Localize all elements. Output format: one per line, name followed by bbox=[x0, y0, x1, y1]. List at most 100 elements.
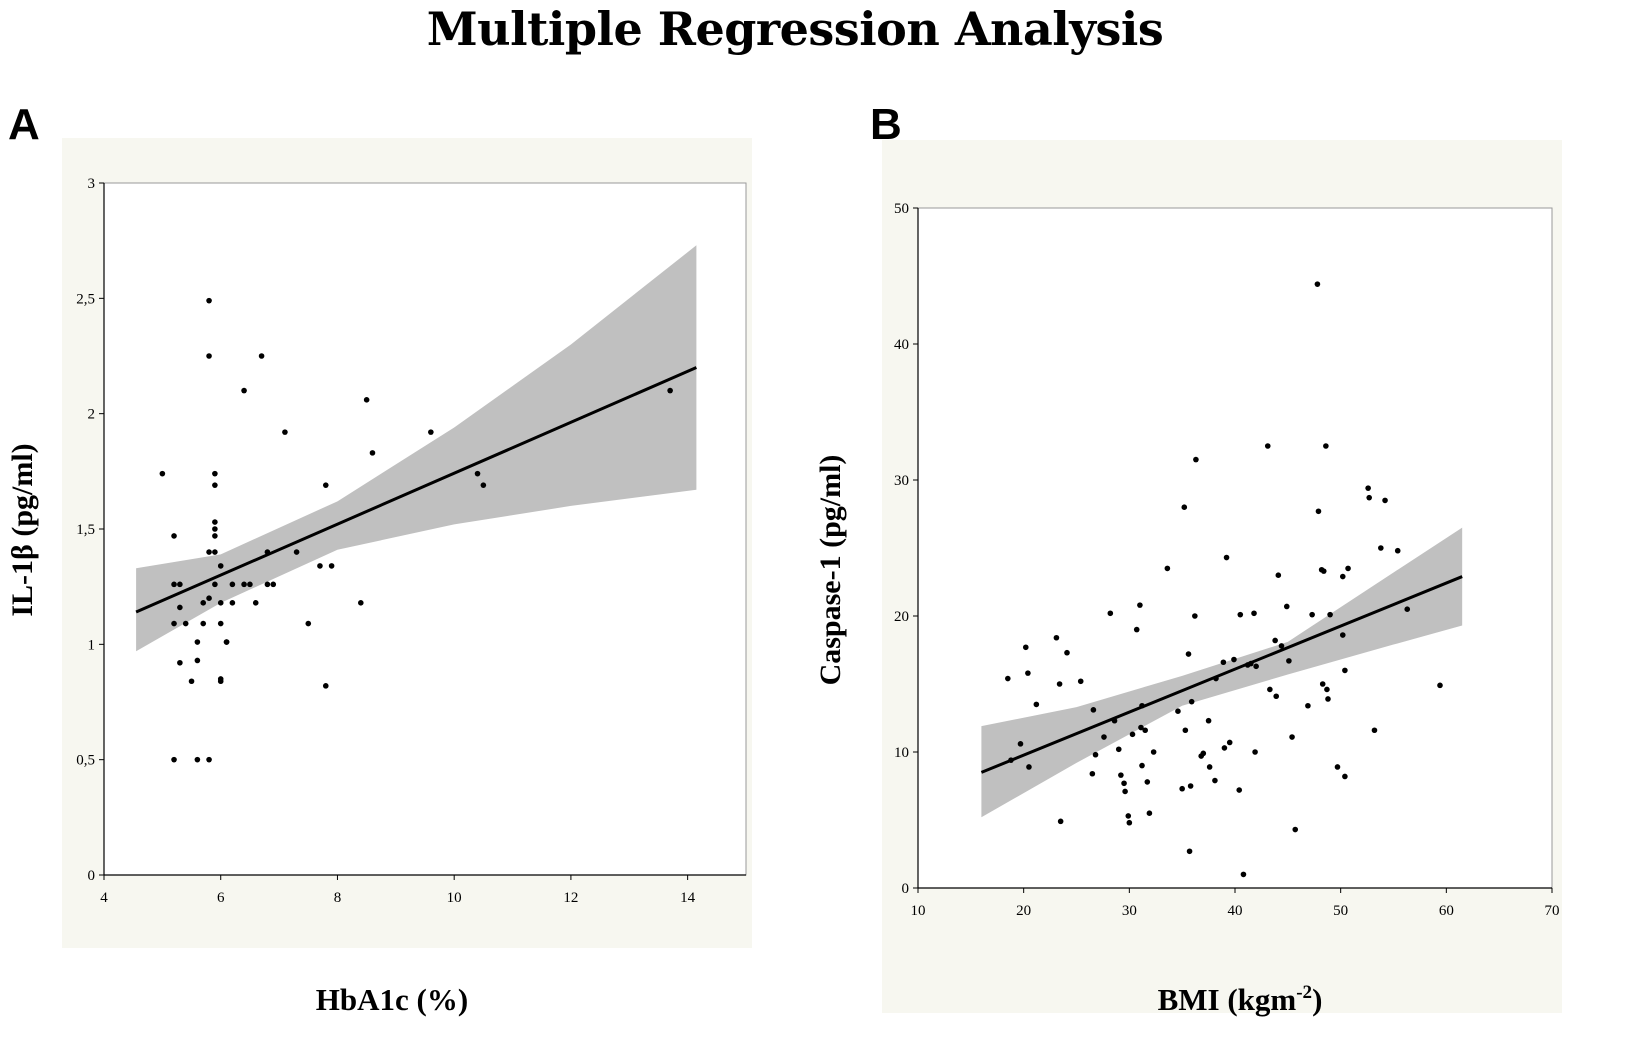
data-point bbox=[1231, 656, 1237, 663]
chart-panel-a: 0 0,5 1 1,5 2 2,5 3 4 6 8 10 12 14 HbA1c (%) IL-1β (pg… bbox=[6, 138, 752, 1017]
data-point bbox=[1371, 727, 1378, 734]
data-point bbox=[1057, 818, 1064, 825]
data-point bbox=[1404, 606, 1411, 612]
data-point bbox=[229, 600, 236, 606]
data-point bbox=[1089, 770, 1096, 777]
data-point bbox=[1286, 658, 1292, 664]
data-point bbox=[1092, 751, 1099, 758]
data-point bbox=[206, 756, 212, 763]
x-tick-label: 12 bbox=[563, 890, 578, 906]
data-point bbox=[1179, 785, 1185, 792]
x-axis-label-a: HbA1c (%) bbox=[316, 982, 468, 1017]
data-point bbox=[188, 678, 195, 685]
data-point bbox=[1090, 707, 1097, 713]
data-point bbox=[1118, 772, 1124, 778]
data-point bbox=[1206, 764, 1213, 770]
x-tick-label: 60 bbox=[1439, 903, 1454, 919]
data-point bbox=[212, 581, 218, 588]
data-point bbox=[1394, 547, 1401, 554]
x-axis-label-b: BMI (kgm-2) bbox=[1158, 982, 1323, 1017]
data-point bbox=[1022, 644, 1029, 651]
data-point bbox=[212, 519, 218, 525]
data-point bbox=[1267, 686, 1273, 693]
data-point bbox=[200, 620, 207, 627]
data-point bbox=[480, 482, 487, 488]
data-point bbox=[1017, 741, 1024, 747]
data-point bbox=[1129, 731, 1136, 738]
data-point bbox=[1150, 749, 1157, 755]
data-point bbox=[1283, 603, 1290, 610]
y-tick-label: 20 bbox=[894, 609, 909, 625]
data-point bbox=[1320, 568, 1327, 574]
data-point bbox=[1056, 681, 1063, 687]
data-point bbox=[212, 482, 218, 488]
data-point bbox=[212, 533, 218, 539]
data-point bbox=[1164, 565, 1171, 572]
data-point bbox=[1221, 745, 1228, 751]
data-point bbox=[217, 563, 224, 569]
data-point bbox=[194, 756, 201, 763]
y-axis-label-b: Caspase-1 (pg/ml) bbox=[814, 455, 847, 686]
data-point bbox=[1237, 611, 1244, 618]
data-point bbox=[1033, 701, 1040, 708]
data-point bbox=[252, 600, 259, 606]
data-point bbox=[1121, 780, 1127, 787]
data-point bbox=[1437, 682, 1443, 689]
data-point bbox=[1187, 783, 1194, 789]
data-point bbox=[1192, 613, 1198, 619]
data-point bbox=[1253, 663, 1259, 670]
data-point bbox=[1272, 637, 1278, 644]
data-point bbox=[1345, 565, 1351, 572]
data-point bbox=[1278, 643, 1285, 649]
data-point bbox=[1264, 443, 1271, 449]
data-point bbox=[322, 482, 329, 488]
data-point bbox=[428, 429, 434, 435]
data-point bbox=[212, 549, 218, 555]
data-point bbox=[241, 581, 247, 588]
data-point bbox=[1212, 777, 1218, 784]
data-point bbox=[1053, 634, 1060, 641]
data-point bbox=[217, 620, 224, 627]
data-point bbox=[1327, 611, 1333, 618]
data-point bbox=[1115, 746, 1122, 753]
data-point bbox=[1188, 698, 1195, 705]
data-point bbox=[1182, 727, 1189, 734]
data-point bbox=[1315, 508, 1322, 515]
data-point bbox=[1366, 494, 1372, 501]
data-point bbox=[177, 604, 183, 611]
data-point bbox=[1236, 787, 1243, 793]
data-point bbox=[194, 657, 201, 664]
x-tick-label: 6 bbox=[217, 890, 225, 906]
data-point bbox=[1185, 651, 1192, 657]
data-point bbox=[358, 600, 364, 606]
data-point bbox=[206, 595, 212, 601]
data-point bbox=[1273, 693, 1280, 700]
data-point bbox=[1324, 686, 1330, 693]
data-point bbox=[1220, 659, 1227, 666]
y-tick-label: 10 bbox=[894, 745, 909, 761]
data-point bbox=[171, 756, 177, 763]
data-point bbox=[1107, 610, 1114, 617]
x-tick-label: 20 bbox=[1016, 903, 1031, 919]
y-tick-label: 40 bbox=[894, 337, 909, 353]
data-point bbox=[1323, 443, 1329, 449]
x-tick-label: 10 bbox=[911, 903, 926, 919]
data-point bbox=[194, 639, 201, 645]
data-point bbox=[217, 600, 224, 606]
data-point bbox=[1382, 497, 1388, 504]
data-point bbox=[1314, 281, 1321, 287]
data-point bbox=[1339, 573, 1346, 580]
data-point bbox=[264, 581, 271, 588]
data-point bbox=[1133, 626, 1140, 633]
data-point bbox=[1251, 610, 1257, 617]
data-point bbox=[1139, 762, 1145, 769]
data-point bbox=[1137, 602, 1143, 608]
y-tick-label: 30 bbox=[894, 473, 909, 489]
x-tick-label: 4 bbox=[100, 890, 108, 906]
x-tick-label: 14 bbox=[680, 890, 696, 906]
confidence-band-b bbox=[981, 527, 1463, 818]
figure-title: Multiple Regression Analysis bbox=[426, 2, 1164, 56]
data-point bbox=[247, 581, 253, 588]
data-point bbox=[171, 533, 177, 539]
